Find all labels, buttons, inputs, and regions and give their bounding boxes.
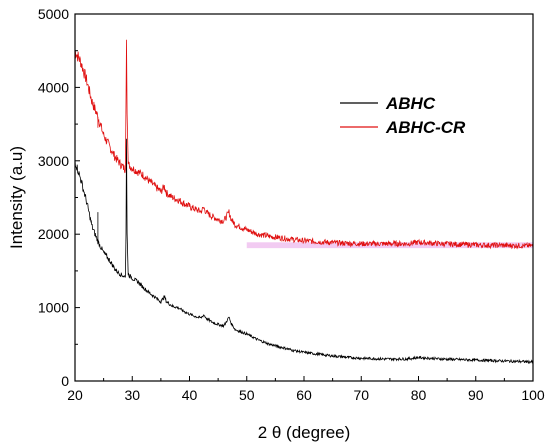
series-line-abhc-cr [74,39,534,250]
y-tick-label: 2000 [38,226,69,242]
legend-label-abhc: ABHC [385,94,436,113]
x-tick-label: 60 [296,387,312,403]
series-line-abhc [74,138,534,365]
x-tick-label: 40 [182,387,198,403]
x-tick-label: 100 [521,387,545,403]
plot-frame [74,13,534,382]
x-tick-label: 90 [468,387,484,403]
y-axis-title: Intensity (a.u) [7,146,26,249]
legend-label-abhc-cr: ABHC-CR [385,118,466,137]
x-tick-label: 80 [411,387,427,403]
y-tick-label: 4000 [38,79,69,95]
series-layer [74,39,534,365]
overlap-band [246,242,533,249]
x-tick-label: 50 [239,387,255,403]
y-tick-label: 0 [61,373,69,389]
y-tick-label: 5000 [38,6,69,22]
y-tick-label: 3000 [38,153,69,169]
y-tick-label: 1000 [38,300,69,316]
x-axis-title: 2 θ (degree) [258,423,351,442]
x-tick-label: 70 [353,387,369,403]
x-tick-label: 30 [124,387,140,403]
x-tick-label: 20 [67,387,83,403]
legend: ABHC ABHC-CR [340,94,466,137]
